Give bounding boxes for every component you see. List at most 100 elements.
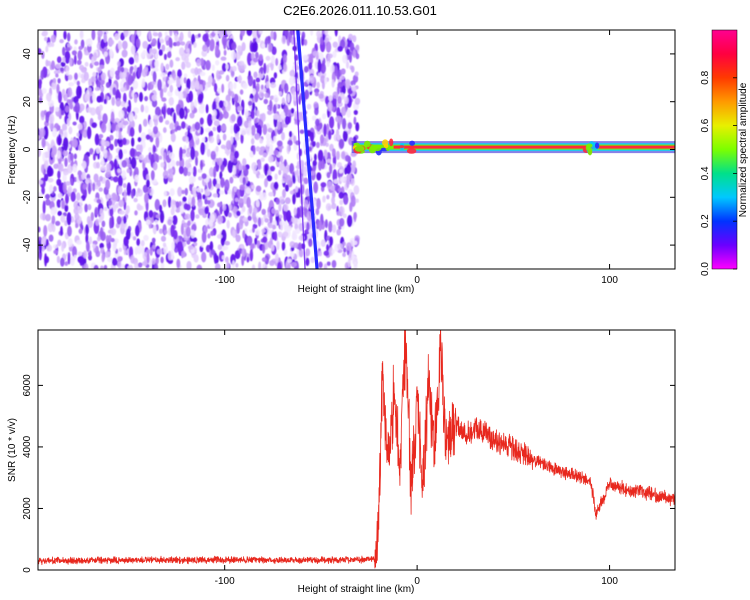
heatmap-cell [169,188,175,197]
heatmap-cell [96,236,101,242]
heatmap-cell [91,122,97,128]
heatmap-cell [201,173,207,180]
heatmap-cell [255,229,261,236]
heatmap-cell [269,213,273,224]
heatmap-cell [314,107,319,116]
heatmap-cell [287,258,292,264]
heatmap-cell [220,236,225,247]
heatmap-cell [38,148,42,158]
heatmap-cell [224,240,231,246]
heatmap-cell [116,168,122,173]
heatmap-cell [331,148,336,158]
heatmap-cell [115,89,120,101]
heatmap-cell [91,30,96,41]
heatmap-cell [87,219,93,229]
heatmap-cell [324,30,329,36]
heatmap-cell [132,80,139,90]
heatmap-cell [337,187,343,193]
heatmap-cell [164,31,168,37]
heatmap-cell [329,116,335,129]
heatmap-cell [248,100,253,106]
heatmap-cell [179,107,185,120]
heatmap-cell [94,206,99,216]
heatmap-cell [97,66,102,74]
heatmap-cell [76,85,82,99]
heatmap-cell [53,249,58,255]
heatmap-cell [301,31,306,40]
heatmap-cell [198,105,205,114]
heatmap-cell [241,42,246,52]
heatmap-cell [188,194,192,204]
heatmap-cell [66,212,72,226]
heatmap-cell [208,167,215,177]
heatmap-cell [268,155,274,163]
heatmap-cell [162,170,169,179]
heatmap-cell [170,159,176,168]
heatmap-cell [267,223,273,229]
heatmap-cell [79,198,83,207]
heatmap-cell [108,234,112,242]
heatmap-cell [286,144,291,155]
heatmap-cell [254,237,258,246]
heatmap-cell [245,187,252,194]
heatmap-cell [192,166,197,178]
heatmap-cell [111,257,118,266]
heatmap-cell [72,121,77,126]
snr-background [38,330,675,570]
heatmap-cell [251,97,256,105]
heatmap-cell [214,263,221,269]
heatmap-cell [103,51,108,57]
heatmap-cell [151,94,157,102]
heatmap-cell [264,92,270,99]
heatmap-cell [97,113,102,121]
heatmap-cell [169,59,174,68]
heatmap-cell [166,107,172,116]
heatmap-cell [163,151,167,162]
heatmap-cell [163,105,166,119]
heatmap-cell [240,30,246,37]
heatmap-cell [198,176,203,181]
heatmap-cell [342,54,348,64]
heatmap-cell [149,247,153,256]
heatmap-cell [38,226,41,233]
heatmap-cell [134,55,139,64]
heatmap-cell [176,125,182,131]
heatmap-cell [67,185,73,194]
heatmap-cell [211,150,216,155]
heatmap-cell [289,251,295,258]
heatmap-cell [152,162,158,171]
heatmap-cell [353,211,357,220]
heatmap-cell [255,146,261,152]
colorbar-label: Normalized spectral amplitude [738,82,749,217]
heatmap-cell [338,169,343,174]
heatmap-cell [223,49,227,56]
heatmap-cell [57,210,62,216]
heatmap-cell [294,223,299,230]
heatmap-cell [136,238,141,247]
heatmap-cell [194,67,199,76]
heatmap-cell [269,259,275,267]
heatmap-cell [176,82,181,88]
heatmap-cell [183,73,188,78]
heatmap-cell [62,181,67,194]
heatmap-cell [47,222,54,233]
heatmap-cell [57,133,62,146]
heatmap-cell [126,182,132,196]
heatmap-cell [279,224,284,231]
heatmap-cell [340,151,346,160]
heatmap-cell [65,193,69,204]
heatmap-cell [158,49,163,56]
heatmap-cell [336,150,340,161]
heatmap-cell [103,33,108,43]
heatmap-cell [95,146,101,154]
heatmap-cell [349,42,355,52]
heatmap-cell [239,184,245,191]
heatmap-cell [112,242,117,252]
heatmap-cell [347,258,351,268]
heatmap-cell [226,219,230,229]
heatmap-cell [229,82,234,92]
heatmap-cell [185,87,190,94]
heatmap-cell [57,78,61,84]
heatmap-cell [336,85,340,95]
heatmap-cell [191,196,196,208]
